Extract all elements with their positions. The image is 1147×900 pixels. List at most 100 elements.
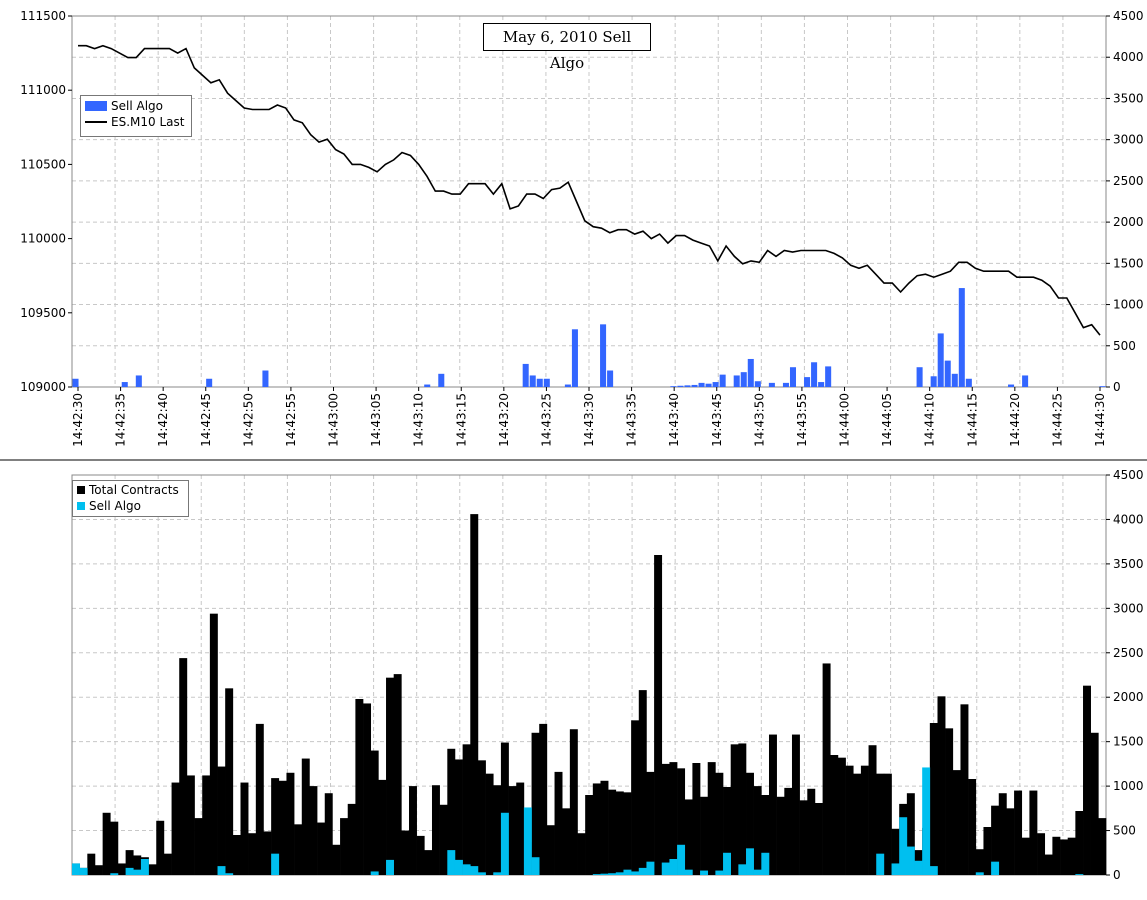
x-tick-label: 14:43:05 [369,393,383,447]
x-tick-label: 14:42:50 [241,393,255,447]
total-contracts-bar [454,759,463,875]
total-contracts-bar [317,822,326,875]
total-contracts-bar [600,780,609,875]
total-contracts-bar [1098,818,1107,875]
legend-swatch-total [77,486,85,494]
x-tick-label: 14:43:00 [327,393,341,447]
x-tick-label: 14:43:50 [752,393,766,447]
sell-algo-bottom-bar [715,870,724,875]
total-contracts-bar [975,849,984,875]
sell-algo-bar [684,385,691,387]
sell-algo-bar [691,384,698,387]
y2-right-tick-label: 2000 [1113,690,1144,704]
sell-algo-bar [733,375,740,387]
y2-right-tick-label: 500 [1113,824,1136,838]
y-right-tick-label: 500 [1113,339,1136,353]
total-contracts-bar [324,793,333,875]
sell-algo-bar [600,324,607,387]
total-contracts-bar [883,773,892,875]
sell-algo-bar [782,382,789,387]
total-contracts-bar [814,803,823,875]
total-contracts-bar [822,663,831,875]
total-contracts-bar [117,863,126,875]
total-contracts-bar [232,835,241,875]
total-contracts-bar [439,804,448,875]
sell-algo-bar [438,373,445,387]
x-tick-label: 14:44:25 [1050,393,1064,447]
y-right-tick-label: 4500 [1113,9,1144,23]
total-contracts-bar [148,864,157,875]
total-contracts-bar [431,785,440,875]
sell-algo-bar [818,382,825,387]
total-contracts-bar [608,789,617,875]
sell-algo-bar [916,367,923,387]
x-tick-label: 14:43:35 [625,393,639,447]
total-contracts-bar [1090,732,1099,875]
x-tick-label: 14:44:10 [923,393,937,447]
sell-algo-bar [1022,375,1029,387]
x-tick-label: 14:43:40 [667,393,681,447]
sell-algo-bottom-bar [1075,874,1084,875]
total-contracts-bar [508,786,517,875]
sell-algo-bottom-bar [922,767,931,875]
x-tick-label: 14:42:40 [156,393,170,447]
sell-algo-bottom-bar [523,807,532,875]
total-contracts-bar [301,758,310,875]
sell-algo-bottom-bar [991,861,1000,875]
total-contracts-bar [868,745,877,875]
total-contracts-bar [791,734,800,875]
sell-algo-bar [677,385,684,387]
legend-item-sell-algo: Sell Algo [81,98,191,114]
total-contracts-bar [546,825,555,875]
total-contracts-bar [569,729,578,875]
sell-algo-bar [768,382,775,387]
sell-algo-bar [825,366,832,387]
total-contracts-bar [416,835,425,875]
sell-algo-bottom-bar [746,848,754,875]
total-contracts-bar [646,771,655,875]
x-tick-label: 14:43:55 [795,393,809,447]
sell-algo-bar [72,378,79,387]
legend-label-price: ES.M10 Last [111,115,185,129]
y-left-tick-label: 109000 [20,380,66,394]
sell-algo-bar [206,378,213,387]
sell-algo-bottom-bar [125,867,134,875]
total-contracts-bar [1029,790,1038,875]
total-contracts-bar [363,703,372,875]
sell-algo-bottom-bar [700,870,709,875]
x-tick-label: 14:43:45 [710,393,724,447]
total-contracts-bar [623,792,632,875]
sell-algo-bottom-bar [592,874,601,875]
sell-algo-bottom-bar [631,871,640,875]
legend-label-sell-algo: Sell Algo [111,99,163,113]
sell-algo-bottom-bar [669,859,678,875]
sell-algo-bar [951,373,958,387]
total-contracts-bar [1083,685,1091,875]
total-contracts-bar [355,699,364,875]
sell-algo-bottom-bar [661,862,670,875]
total-contracts-bar [516,782,525,875]
y-right-tick-label: 2000 [1113,215,1144,229]
total-contracts-bar [1044,854,1053,875]
sell-algo-bar [571,329,578,387]
total-contracts-bar [1021,837,1030,875]
y2-right-tick-label: 0 [1113,868,1121,882]
x-tick-label: 14:44:30 [1093,393,1107,447]
sell-algo-bottom-bar [677,844,686,875]
total-contracts-bar [493,785,502,875]
sell-algo-bar [564,384,571,387]
sell-algo-bar [262,370,269,387]
sell-algo-bottom-bar [225,873,234,875]
legend-swatch-price [85,121,107,123]
sell-algo-bottom-bar [623,869,632,875]
sell-algo-bottom-bar [906,846,915,875]
sell-algo-bar [740,372,747,387]
x-tick-label: 14:42:35 [114,393,128,447]
total-contracts-bar [225,688,234,875]
y-right-tick-label: 1000 [1113,298,1144,312]
total-contracts-bar [669,762,678,875]
total-contracts-bar [638,690,647,875]
total-contracts-bar [1067,837,1076,875]
total-contracts-bar [730,744,739,875]
total-contracts-bar [133,855,142,875]
